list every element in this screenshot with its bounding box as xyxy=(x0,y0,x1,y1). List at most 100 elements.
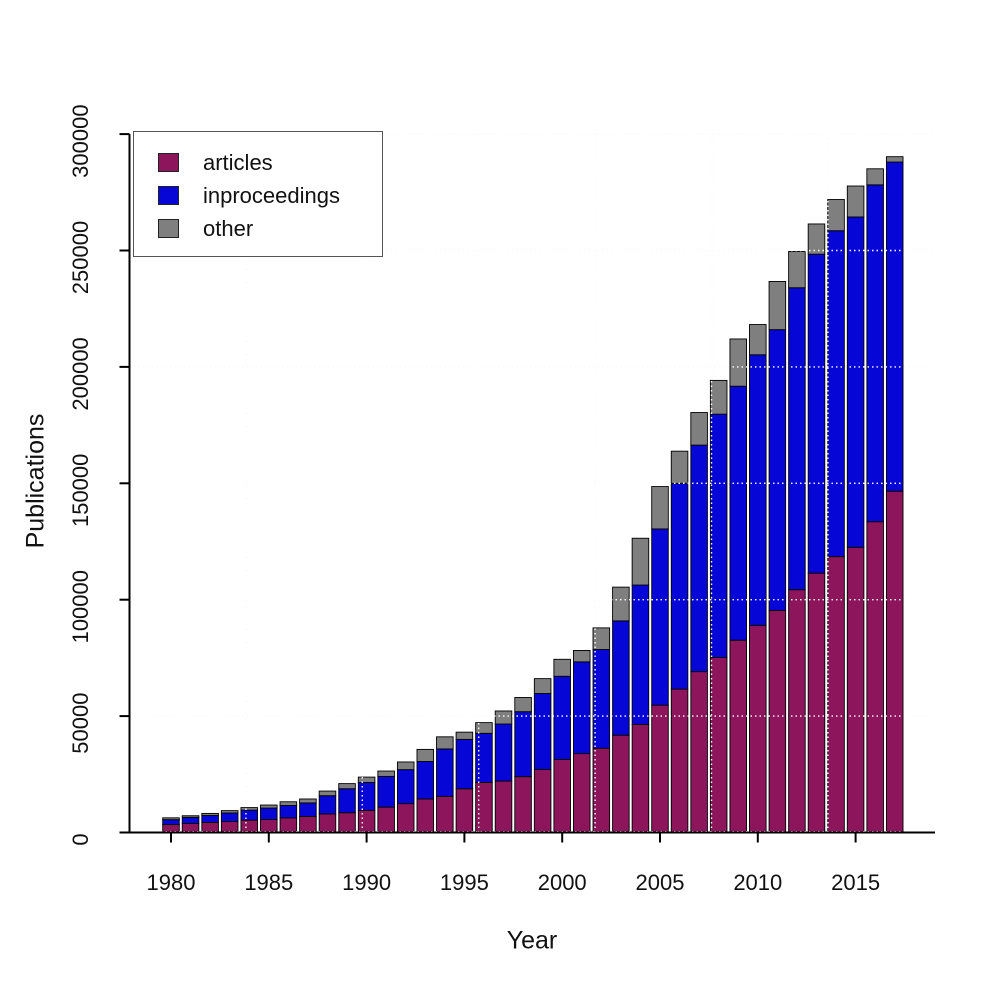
bar-1987-other xyxy=(299,798,317,804)
bar-2001-articles xyxy=(573,753,591,833)
bar-2013-other xyxy=(807,223,826,255)
bar-2006-inproceedings xyxy=(670,482,689,690)
bar-2009-inproceedings xyxy=(729,385,747,641)
bar-1985-articles xyxy=(260,819,278,833)
legend-label-other: other xyxy=(203,215,254,241)
y-tick-label: 50000 xyxy=(68,693,93,754)
bar-2014-articles xyxy=(827,556,845,833)
bar-1996-other xyxy=(475,722,493,734)
legend: articles inproceedings other xyxy=(133,131,383,257)
bar-1993-articles xyxy=(416,798,435,833)
bar-2013-inproceedings xyxy=(807,253,826,574)
bar-2008-other xyxy=(709,379,728,415)
bar-1997-other xyxy=(494,710,513,725)
bar-2000-inproceedings xyxy=(553,675,571,760)
bar-1985-inproceedings xyxy=(260,807,278,820)
x-tick-label: 1995 xyxy=(440,870,489,895)
bar-2004-inproceedings xyxy=(631,584,650,725)
bar-2008-inproceedings xyxy=(709,413,728,658)
x-tick-label: 2000 xyxy=(538,870,587,895)
bar-1991-other xyxy=(377,770,395,777)
x-tick-label: 2010 xyxy=(733,870,782,895)
bar-2014-inproceedings xyxy=(827,230,845,558)
bar-1991-articles xyxy=(377,806,395,833)
bar-1987-inproceedings xyxy=(299,802,317,817)
bar-1990-inproceedings xyxy=(357,782,376,811)
bar-1998-other xyxy=(514,697,532,713)
bar-2006-other xyxy=(670,450,689,484)
bar-2015-articles xyxy=(846,546,865,833)
bar-1989-articles xyxy=(338,812,356,833)
bar-1987-articles xyxy=(299,815,317,833)
bar-1990-articles xyxy=(357,809,376,833)
bar-1980-other xyxy=(162,817,180,821)
bar-2010-articles xyxy=(749,624,767,833)
y-tick-label: 300000 xyxy=(68,104,93,177)
bar-2007-articles xyxy=(690,671,708,833)
bar-2007-inproceedings xyxy=(690,444,708,673)
bar-1998-articles xyxy=(514,776,532,833)
bar-1983-articles xyxy=(220,821,239,833)
bar-2016-articles xyxy=(866,521,884,833)
bar-1994-inproceedings xyxy=(436,748,454,797)
x-tick-label: 1980 xyxy=(147,870,196,895)
bar-1988-articles xyxy=(318,813,337,833)
bar-1999-articles xyxy=(533,768,552,833)
bar-2002-other xyxy=(592,627,611,650)
bar-2015-other xyxy=(846,185,865,218)
bar-2007-other xyxy=(690,412,708,446)
bar-2015-inproceedings xyxy=(846,216,865,548)
bar-1983-other xyxy=(220,810,239,814)
bar-1997-inproceedings xyxy=(494,723,513,782)
legend-label-inproceedings: inproceedings xyxy=(203,182,340,208)
bar-1982-inproceedings xyxy=(201,815,219,823)
x-tick-label: 2005 xyxy=(636,870,685,895)
x-tick-label: 1990 xyxy=(342,870,391,895)
legend-label-articles: articles xyxy=(203,149,273,175)
bar-2001-inproceedings xyxy=(573,661,591,755)
y-axis-title: Publications xyxy=(21,413,50,549)
y-tick-label: 100000 xyxy=(68,570,93,643)
bar-2017-other xyxy=(885,156,904,163)
y-tick-label: 0 xyxy=(68,833,93,845)
bar-1980-inproceedings xyxy=(162,819,180,826)
bar-1982-other xyxy=(201,812,219,816)
bar-2014-other xyxy=(827,199,845,232)
bar-2012-inproceedings xyxy=(788,287,806,591)
bar-2017-articles xyxy=(885,490,904,833)
bar-2017-inproceedings xyxy=(885,161,904,492)
bar-2016-other xyxy=(866,168,884,186)
bar-1992-inproceedings xyxy=(396,769,415,805)
x-tick-label: 1985 xyxy=(244,870,293,895)
bar-1981-other xyxy=(181,815,200,818)
bar-1983-inproceedings xyxy=(220,812,239,823)
bar-1985-other xyxy=(260,804,278,809)
bar-1991-inproceedings xyxy=(377,775,395,808)
bar-1986-articles xyxy=(279,817,298,833)
bar-1990-other xyxy=(357,776,376,783)
legend-swatch-articles xyxy=(158,153,179,172)
bar-2006-articles xyxy=(670,688,689,833)
bar-1984-other xyxy=(240,807,258,811)
y-tick-label: 250000 xyxy=(68,221,93,294)
bar-2002-articles xyxy=(592,747,611,833)
bar-1993-other xyxy=(416,748,435,762)
y-tick-label: 150000 xyxy=(68,454,93,527)
legend-item-other: other xyxy=(134,212,382,245)
y-tick-label: 200000 xyxy=(68,337,93,410)
bar-2005-inproceedings xyxy=(651,528,669,706)
bar-2010-inproceedings xyxy=(749,354,767,626)
bar-1995-inproceedings xyxy=(455,738,474,790)
bar-2009-other xyxy=(729,338,747,387)
bar-1986-other xyxy=(279,801,298,806)
bar-1984-inproceedings xyxy=(240,809,258,821)
bar-2004-articles xyxy=(631,724,650,833)
bar-1986-inproceedings xyxy=(279,805,298,819)
bar-1997-articles xyxy=(494,780,513,833)
x-tick-label: 2015 xyxy=(831,870,880,895)
bar-2001-other xyxy=(573,650,591,663)
bar-2013-articles xyxy=(807,572,826,833)
bar-2005-articles xyxy=(651,704,669,833)
bar-2011-other xyxy=(768,281,787,331)
